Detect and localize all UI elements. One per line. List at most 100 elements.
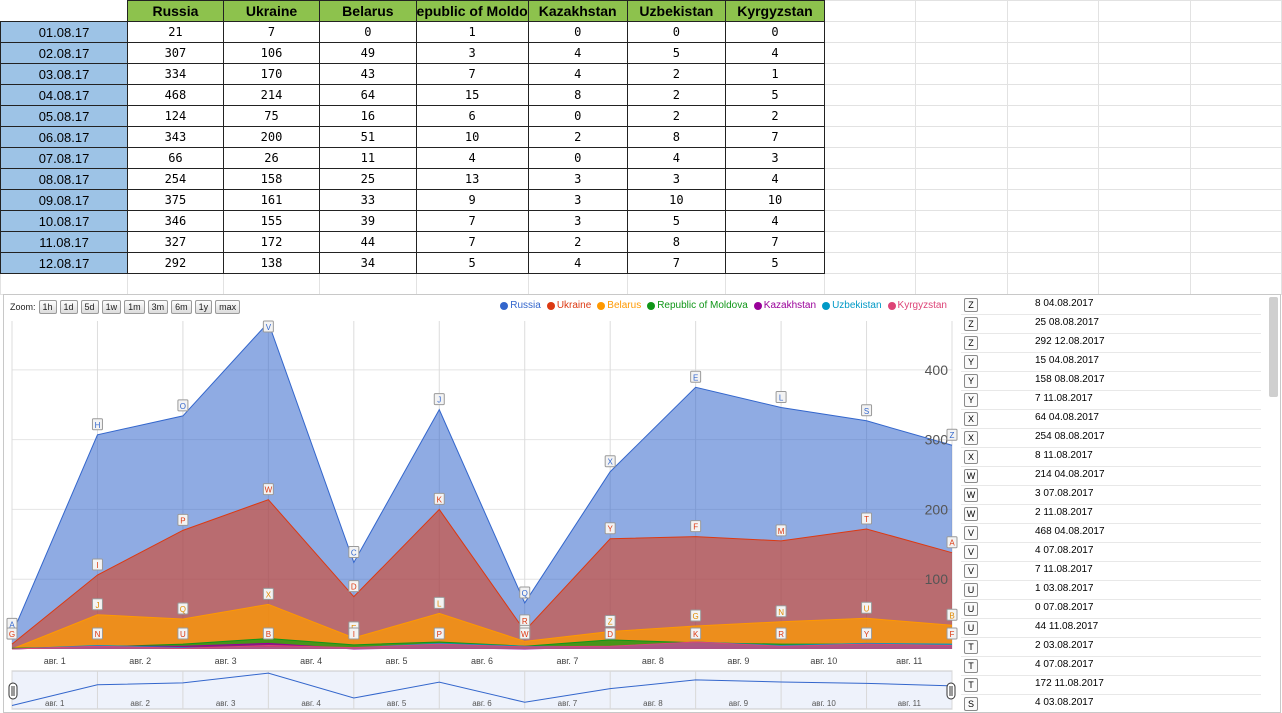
annotation-marker[interactable]: U [861, 601, 873, 614]
value-cell[interactable]: 34 [319, 252, 417, 274]
annotation-row[interactable]: U 0 07.08.2017 [961, 599, 1261, 619]
annotation-letter[interactable]: S [964, 697, 978, 711]
empty-cell[interactable] [1189, 63, 1282, 85]
value-cell[interactable]: 307 [127, 42, 224, 64]
annotation-marker[interactable]: P [433, 627, 445, 640]
empty-cell[interactable] [1006, 273, 1100, 295]
annotation-row[interactable]: V 468 04.08.2017 [961, 523, 1261, 543]
annotation-letter[interactable]: Y [964, 393, 978, 407]
value-cell[interactable]: 327 [127, 231, 224, 253]
zoom-1h-button[interactable]: 1h [38, 300, 57, 314]
empty-cell[interactable] [915, 147, 1008, 169]
annotation-marker[interactable]: G [690, 609, 702, 622]
value-cell[interactable]: 16 [319, 105, 417, 127]
empty-cell[interactable] [1006, 168, 1100, 190]
annotation-marker[interactable]: W [519, 627, 531, 640]
empty-cell[interactable] [915, 252, 1008, 274]
empty-cell[interactable] [1098, 21, 1191, 43]
value-cell[interactable]: 343 [127, 126, 224, 148]
value-cell[interactable]: 44 [319, 231, 417, 253]
value-cell[interactable]: 33 [319, 189, 417, 211]
empty-cell[interactable] [1189, 252, 1282, 274]
empty-cell[interactable] [823, 189, 917, 211]
header-cell[interactable]: Russia [127, 0, 224, 22]
empty-cell[interactable] [1189, 0, 1282, 22]
value-cell[interactable]: 4 [527, 42, 628, 64]
value-cell[interactable]: 214 [222, 84, 321, 106]
value-cell[interactable]: 10 [626, 189, 727, 211]
empty-cell[interactable] [915, 105, 1008, 127]
empty-cell[interactable] [1189, 84, 1282, 106]
value-cell[interactable]: 7 [415, 210, 529, 232]
zoom-1m-button[interactable]: 1m [124, 300, 145, 314]
value-cell[interactable]: 3 [626, 168, 727, 190]
annotation-marker[interactable]: J [91, 598, 103, 611]
annotation-marker[interactable]: L [775, 391, 787, 404]
legend-item[interactable]: Belarus [597, 300, 641, 311]
value-cell[interactable]: 155 [222, 210, 321, 232]
empty-cell[interactable] [823, 42, 917, 64]
empty-cell[interactable] [915, 189, 1008, 211]
empty-cell[interactable] [823, 273, 917, 295]
annotation-row[interactable]: Z 292 12.08.2017 [961, 333, 1261, 353]
annotation-row[interactable]: Z 8 04.08.2017 [961, 295, 1261, 315]
annotation-letter[interactable]: U [964, 583, 978, 597]
value-cell[interactable]: 0 [626, 21, 727, 43]
annotation-marker[interactable]: Q [177, 602, 189, 615]
empty-cell[interactable] [823, 210, 917, 232]
annotation-row[interactable]: Y 158 08.08.2017 [961, 371, 1261, 391]
empty-cell[interactable] [823, 0, 917, 22]
value-cell[interactable]: 10 [415, 126, 529, 148]
date-cell[interactable]: 12.08.17 [0, 252, 129, 274]
value-cell[interactable]: 334 [127, 63, 224, 85]
annotation-row[interactable]: Y 7 11.08.2017 [961, 390, 1261, 410]
date-cell[interactable]: 08.08.17 [0, 168, 129, 190]
value-cell[interactable]: 7 [415, 63, 529, 85]
value-cell[interactable]: 2 [626, 84, 727, 106]
empty-cell[interactable] [626, 273, 727, 295]
annotation-letter[interactable]: T [964, 678, 978, 692]
annotation-row[interactable]: T 4 07.08.2017 [961, 656, 1261, 676]
annotation-row[interactable]: U 44 11.08.2017 [961, 618, 1261, 638]
empty-cell[interactable] [823, 105, 917, 127]
annotation-row[interactable]: V 4 07.08.2017 [961, 542, 1261, 562]
empty-cell[interactable] [915, 126, 1008, 148]
empty-cell[interactable] [1006, 252, 1100, 274]
annotation-letter[interactable]: U [964, 621, 978, 635]
value-cell[interactable]: 3 [527, 210, 628, 232]
empty-cell[interactable] [1098, 126, 1191, 148]
annotation-marker[interactable]: Q [519, 586, 531, 599]
zoom-3m-button[interactable]: 3m [147, 300, 169, 314]
annotation-marker[interactable]: B [262, 627, 274, 640]
value-cell[interactable]: 11 [319, 147, 417, 169]
empty-cell[interactable] [823, 21, 917, 43]
annotation-row[interactable]: Z 25 08.08.2017 [961, 314, 1261, 334]
value-cell[interactable]: 468 [127, 84, 224, 106]
annotation-marker[interactable]: N [91, 627, 103, 640]
annotation-letter[interactable]: U [964, 602, 978, 616]
value-cell[interactable]: 8 [626, 231, 727, 253]
value-cell[interactable]: 13 [415, 168, 529, 190]
value-cell[interactable]: 2 [626, 63, 727, 85]
empty-cell[interactable] [1098, 84, 1191, 106]
annotation-marker[interactable]: U [177, 627, 189, 640]
empty-cell[interactable] [1098, 0, 1191, 22]
empty-cell[interactable] [915, 168, 1008, 190]
empty-cell[interactable] [823, 63, 917, 85]
header-cell[interactable]: Kyrgyzstan [725, 0, 825, 22]
annotation-marker[interactable]: D [604, 627, 616, 640]
annotation-marker[interactable]: R [775, 627, 787, 640]
value-cell[interactable]: 21 [127, 21, 224, 43]
date-cell[interactable]: 07.08.17 [0, 147, 129, 169]
date-cell[interactable]: 06.08.17 [0, 126, 129, 148]
value-cell[interactable]: 5 [725, 84, 825, 106]
value-cell[interactable]: 4 [725, 210, 825, 232]
empty-cell[interactable] [1098, 231, 1191, 253]
annotation-marker[interactable]: J [433, 393, 445, 406]
annotation-letter[interactable]: V [964, 564, 978, 578]
empty-cell[interactable] [1098, 252, 1191, 274]
header-cell[interactable]: Ukraine [222, 0, 321, 22]
zoom-1y-button[interactable]: 1y [194, 300, 213, 314]
empty-cell[interactable] [1006, 105, 1100, 127]
value-cell[interactable]: 106 [222, 42, 321, 64]
